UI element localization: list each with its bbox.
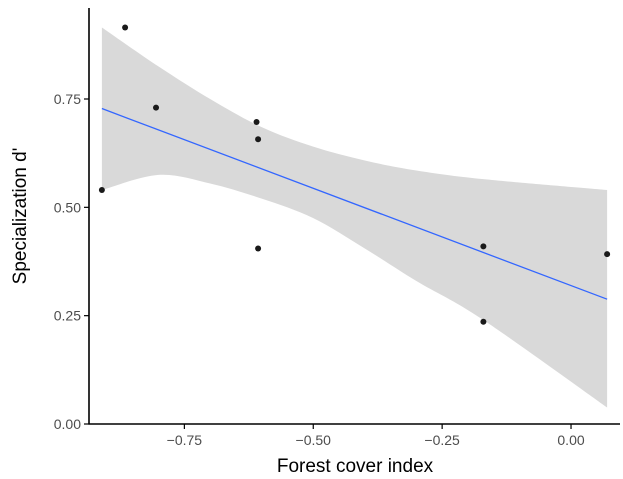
confidence-band: [101, 27, 608, 408]
x-tick-label: −0.50: [296, 432, 332, 448]
data-point: [122, 24, 129, 31]
data-point: [153, 104, 160, 111]
y-tick-label: 0.50: [54, 199, 81, 215]
y-tick-label: 0.25: [54, 308, 81, 324]
x-tick-label: 0.00: [557, 432, 584, 448]
confidence-band-layer: [101, 27, 608, 408]
regression-line: [101, 107, 608, 300]
y-axis-title: Specialization d': [10, 148, 31, 285]
y-tick-label: 0.00: [54, 416, 81, 432]
data-point: [253, 118, 260, 125]
data-point: [255, 245, 262, 252]
data-point: [255, 136, 262, 143]
data-point: [98, 187, 105, 193]
x-axis-title: Forest cover index: [277, 456, 434, 477]
x-tick-label: −0.75: [167, 432, 203, 448]
data-point: [480, 243, 487, 250]
x-tick-label: −0.25: [424, 432, 460, 448]
fit-line-layer: [101, 107, 608, 300]
axes-layer: −0.75 −0.50 −0.25 0.00 0.00 0.25 0.50 0.75: [54, 8, 620, 448]
data-points-layer: [98, 24, 611, 325]
y-tick-label: 0.75: [54, 91, 81, 107]
data-point: [604, 251, 611, 258]
data-point: [480, 318, 487, 325]
